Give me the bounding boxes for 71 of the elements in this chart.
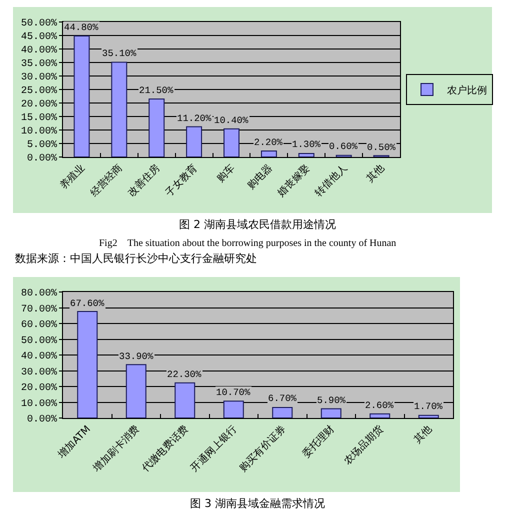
y-tick-label: 0.00% xyxy=(26,154,57,164)
bar xyxy=(260,150,277,157)
bar xyxy=(186,126,202,157)
y-tick-label: 50.00% xyxy=(20,18,57,30)
x-tick-label: 转借他人 xyxy=(312,162,350,199)
data-label: 1.70% xyxy=(414,401,443,412)
data-label: 21.50% xyxy=(139,85,174,96)
bar xyxy=(111,62,128,157)
data-label: 33.90% xyxy=(119,351,154,362)
y-tick-label: 80.00% xyxy=(20,288,57,300)
data-label: 10.70% xyxy=(216,387,251,398)
data-label: 11.20% xyxy=(177,113,212,124)
x-tick-label: 委托理财 xyxy=(300,423,337,460)
x-tick-label: 其他 xyxy=(412,423,434,446)
y-tick-label: 15.00% xyxy=(20,113,57,124)
data-label: 2.60% xyxy=(365,400,394,411)
data-label: 44.80% xyxy=(64,22,99,33)
bar xyxy=(320,408,342,418)
bar xyxy=(126,364,146,418)
y-tick-label: 40.00% xyxy=(20,352,57,362)
y-tick-label: 20.00% xyxy=(20,100,57,110)
x-tick-label: 子女教育 xyxy=(162,162,200,199)
y-tick-label: 40.00% xyxy=(20,46,57,56)
y-tick-label: 30.00% xyxy=(20,72,57,84)
y-tick-label: 35.00% xyxy=(20,59,57,70)
data-label: 22.30% xyxy=(167,369,202,380)
y-tick-label: 0.00% xyxy=(26,414,57,426)
y-tick-label: 25.00% xyxy=(20,86,57,97)
legend-label: 农户比例 xyxy=(447,84,487,96)
x-tick-label: 农场品期货 xyxy=(342,423,386,468)
x-tick-label: 购电器 xyxy=(244,162,275,192)
text: 图 3 湖南县域金融需求情况 xyxy=(190,497,325,510)
y-tick-label: 10.00% xyxy=(20,398,57,410)
x-tick-label: 婚丧嫁娶 xyxy=(275,162,312,199)
y-tick-label: 45.00% xyxy=(20,32,57,43)
y-tick-label: 5.00% xyxy=(26,140,57,151)
x-tick-label: 开通网上银行 xyxy=(188,423,240,474)
y-tick-label: 50.00% xyxy=(20,336,57,347)
text: Fig2 The situation about the borrowing purposes in the county of Hunan xyxy=(99,238,396,249)
y-tick-label: 60.00% xyxy=(20,320,57,331)
data-label: 10.40% xyxy=(214,115,249,126)
y-tick-label: 70.00% xyxy=(20,304,57,316)
data-label: 1.30% xyxy=(292,139,321,150)
x-tick-label: 购车 xyxy=(214,162,238,185)
x-tick-label: 购买有价证券 xyxy=(237,423,288,474)
x-tick-label: 其他 xyxy=(364,162,387,185)
data-label: 67.60% xyxy=(70,298,105,309)
data-label: 2.20% xyxy=(254,137,283,148)
bar xyxy=(418,414,439,418)
data-label: 0.50% xyxy=(367,142,396,153)
bar xyxy=(148,98,165,157)
source-note: 数据来源：中国人民银行长沙中心支行金融研究处 xyxy=(15,252,257,265)
x-tick-label: 养殖业 xyxy=(58,162,88,192)
bar xyxy=(224,128,240,157)
bar xyxy=(74,36,90,157)
y-tick-label: 30.00% xyxy=(20,367,57,378)
bar xyxy=(298,152,314,157)
x-tick-label: 经营经商 xyxy=(88,162,125,199)
bar xyxy=(77,311,98,418)
data-label: 0.60% xyxy=(329,141,358,152)
bar xyxy=(223,400,244,418)
y-tick-label: 20.00% xyxy=(20,383,57,394)
data-label: 6.70% xyxy=(268,393,297,404)
x-tick-label: 改善住房 xyxy=(125,162,162,199)
data-label: 35.10% xyxy=(102,48,137,59)
text: 图 2 湖南县域农民借款用途情况 xyxy=(179,218,336,231)
bar xyxy=(272,406,293,418)
bar xyxy=(174,382,196,418)
y-tick-label: 10.00% xyxy=(20,126,57,138)
bar xyxy=(370,413,390,418)
data-label: 5.90% xyxy=(317,395,346,406)
